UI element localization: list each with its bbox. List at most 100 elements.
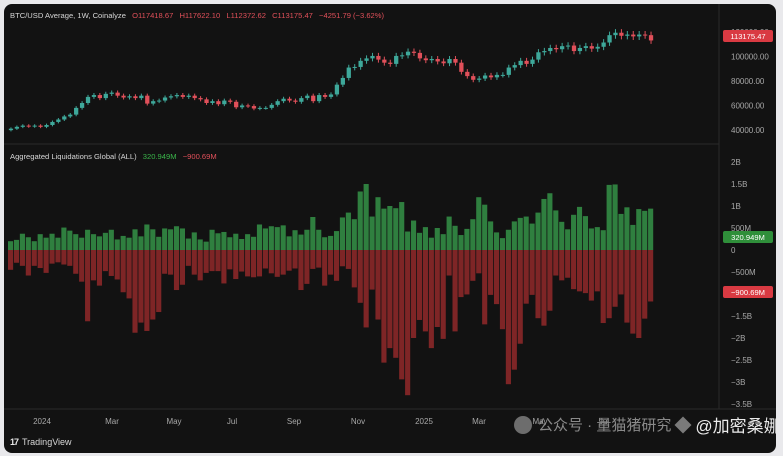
short-liquidation-bar [345, 250, 351, 269]
candle-body [234, 101, 239, 108]
candle-body [619, 32, 624, 36]
short-liquidation-bar [19, 250, 25, 266]
short-liquidation-bar [541, 250, 547, 326]
short-liquidation-bar [108, 250, 114, 276]
candle-body [388, 62, 393, 64]
candle-body [85, 96, 91, 103]
long-liquidation-bar [25, 237, 31, 250]
long-liquidation-bar [648, 208, 654, 250]
candle-body [103, 93, 108, 99]
long-liquidation-bar [8, 241, 14, 250]
long-liquidation-bar [470, 219, 476, 250]
short-liquidation-bar [191, 250, 197, 275]
short-liquidation-bar [369, 250, 375, 290]
candle-body [441, 61, 446, 64]
price-high: H117622.10 [179, 11, 220, 20]
tradingview-label: TradingView [22, 437, 72, 447]
long-liquidation-bar [636, 209, 642, 250]
price-tag-bg [723, 30, 773, 42]
candle-body [542, 51, 547, 53]
candle-body [352, 66, 357, 68]
candle-body [607, 35, 612, 43]
candle-body [459, 62, 464, 72]
time-tick-label: 2024 [33, 417, 51, 426]
long-liquidation-bar [405, 231, 411, 250]
candle-body [204, 99, 209, 103]
candle-body [91, 95, 97, 97]
chart-frame: 120000.00100000.0080000.0060000.0040000.… [4, 4, 776, 453]
short-liquidation-bar [571, 250, 577, 290]
long-liquidation-bar [393, 208, 399, 250]
short-liquidation-bar [488, 250, 494, 295]
short-liquidation-bar [624, 250, 630, 323]
candle-body [245, 105, 251, 107]
short-liquidation-bar [120, 250, 126, 293]
price-tick-label: 80000.00 [731, 77, 765, 86]
short-liquidation-bar [262, 250, 268, 269]
short-liquidation-bar [221, 250, 227, 284]
short-liquidation-bar [458, 250, 464, 298]
long-liquidation-bar [416, 232, 423, 250]
long-liquidation-bar [375, 197, 381, 250]
long-liquidation-bar [535, 212, 541, 250]
candle-body [162, 97, 168, 101]
short-liquidation-bar [333, 250, 340, 281]
short-liquidation-bar [464, 250, 470, 295]
price-header: BTC/USD Average, 1W, Coinalyze O117418.6… [10, 11, 385, 20]
short-liquidation-bar [126, 250, 132, 299]
candle-body [417, 52, 423, 59]
short-liquidation-bar [606, 250, 612, 319]
short-liquidation-bar [576, 250, 583, 292]
short-liquidation-bar [499, 250, 506, 330]
short-liquidation-bar [227, 250, 233, 270]
candle-body [210, 101, 215, 103]
long-liquidation-bar [13, 239, 20, 250]
candle-body [482, 75, 488, 79]
long-liquidation-bar [227, 237, 233, 250]
long-liquidation-bar [541, 198, 547, 250]
candle-body [156, 100, 162, 102]
time-tick-label: Sep [287, 417, 302, 426]
short-liquidation-bar [547, 250, 553, 311]
short-liquidation-bar [185, 250, 191, 266]
short-liquidation-bar [405, 250, 411, 396]
candle-body [62, 116, 67, 120]
short-liquidation-bar [529, 250, 535, 295]
short-liquidation-bar [209, 250, 215, 272]
candle-body [512, 65, 517, 68]
tradingview-brand[interactable]: 17 TradingView [10, 437, 72, 447]
short-liquidation-bar [13, 250, 20, 263]
short-liquidation-bar [49, 250, 55, 264]
short-liquidation-bar [256, 250, 263, 277]
candle-body [133, 96, 138, 99]
liq-long-value: 320.949M [143, 152, 177, 161]
long-liquidation-bar [488, 221, 494, 250]
short-liquidation-bar [375, 250, 381, 320]
candle-body [228, 100, 233, 102]
candle-body [293, 100, 298, 102]
long-liquidation-bar [310, 217, 316, 250]
candle-body [180, 95, 185, 97]
candle-body [583, 46, 588, 48]
long-liquidation-bar [114, 239, 120, 250]
candle-body [328, 94, 334, 97]
short-liquidation-bar [316, 250, 322, 268]
candle-body [637, 34, 642, 37]
short-liquidation-bar [339, 250, 346, 267]
long-liquidation-bar [138, 236, 144, 250]
long-liquidation-bar [85, 229, 91, 250]
liq-header: Aggregated Liquidations Global (ALL) 320… [10, 152, 217, 161]
candle-body [109, 92, 114, 94]
candle-body [465, 71, 470, 77]
short-liquidation-bar [422, 250, 428, 332]
short-liquidation-bar [511, 250, 517, 370]
short-liquidation-bar [594, 250, 600, 292]
long-liquidation-bar [511, 221, 517, 250]
price-candles [8, 29, 654, 132]
short-liquidation-bar [203, 250, 209, 273]
liq-short-tag: −900.69M [731, 288, 765, 297]
short-liquidation-bar [197, 250, 203, 281]
short-liquidation-bar [85, 250, 91, 322]
candle-body [186, 95, 191, 97]
liq-long-tag-bg [723, 231, 773, 243]
